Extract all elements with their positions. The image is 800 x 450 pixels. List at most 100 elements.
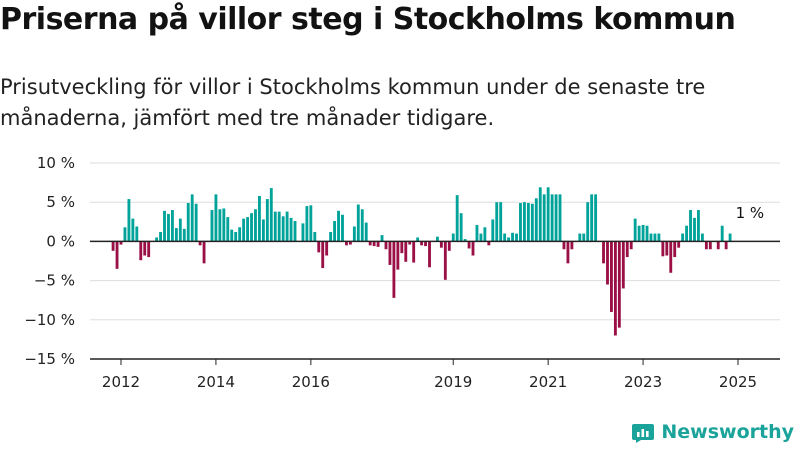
bar bbox=[653, 233, 657, 242]
bar bbox=[135, 226, 139, 242]
bar bbox=[345, 241, 348, 246]
bar bbox=[523, 202, 526, 242]
bar bbox=[637, 225, 641, 242]
bar bbox=[174, 228, 178, 242]
bar bbox=[234, 231, 238, 242]
bar bbox=[475, 224, 479, 242]
chart-subtitle: Prisutveckling för villor i Stockholms k… bbox=[0, 75, 706, 130]
bar bbox=[681, 233, 685, 242]
bar bbox=[511, 232, 514, 242]
bar bbox=[222, 208, 226, 242]
bar bbox=[526, 202, 530, 242]
bar bbox=[602, 241, 605, 264]
bar bbox=[348, 241, 352, 245]
bar bbox=[538, 187, 542, 242]
bar bbox=[123, 227, 127, 242]
bar bbox=[368, 241, 372, 246]
bar bbox=[325, 241, 329, 256]
bar bbox=[420, 241, 424, 246]
bar bbox=[621, 241, 625, 289]
bar bbox=[443, 241, 447, 280]
bar bbox=[661, 241, 665, 257]
bar bbox=[360, 209, 364, 242]
bar bbox=[131, 218, 135, 242]
bar bbox=[265, 199, 269, 242]
bar bbox=[665, 241, 669, 256]
bar bbox=[309, 205, 313, 242]
brand-logo: Newsworthy bbox=[631, 420, 794, 444]
bar bbox=[570, 241, 574, 250]
bar bbox=[708, 241, 712, 250]
bar bbox=[190, 194, 194, 242]
x-tick-label: 2021 bbox=[529, 373, 567, 391]
y-tick-label: −10 % bbox=[24, 311, 75, 329]
bar bbox=[582, 233, 586, 242]
bar bbox=[463, 239, 467, 242]
bar bbox=[617, 241, 621, 328]
bar bbox=[178, 218, 182, 242]
x-tick-label: 2023 bbox=[624, 373, 662, 391]
bar bbox=[704, 241, 708, 250]
bar bbox=[697, 210, 700, 242]
bar bbox=[341, 214, 344, 242]
bar bbox=[724, 241, 728, 250]
bar bbox=[167, 213, 170, 242]
bar bbox=[250, 213, 253, 242]
bar bbox=[412, 241, 416, 263]
bar bbox=[182, 228, 186, 242]
latest-value-label: 1 % bbox=[736, 204, 765, 222]
x-axis-ticks: 2012 2014 2016 2019 2021 2023 2025 bbox=[102, 359, 757, 391]
bar bbox=[356, 204, 360, 242]
bar bbox=[515, 233, 518, 242]
bar bbox=[416, 237, 420, 242]
bar bbox=[364, 222, 368, 242]
bar bbox=[689, 210, 692, 242]
bar bbox=[519, 202, 522, 242]
bar bbox=[428, 241, 431, 268]
bar bbox=[633, 218, 637, 242]
bar bbox=[384, 241, 388, 250]
bar bbox=[214, 194, 218, 242]
bar bbox=[404, 241, 408, 262]
bar bbox=[258, 195, 261, 242]
bar bbox=[447, 241, 451, 251]
bar bbox=[273, 211, 277, 242]
bar bbox=[693, 217, 696, 242]
bar bbox=[139, 241, 143, 261]
x-tick-label: 2016 bbox=[292, 373, 330, 391]
bar bbox=[392, 241, 396, 298]
bar bbox=[380, 235, 384, 242]
bar bbox=[226, 217, 230, 242]
bar bbox=[586, 202, 590, 242]
bar bbox=[558, 194, 562, 242]
bar bbox=[210, 210, 214, 242]
bar bbox=[700, 233, 704, 242]
bar bbox=[281, 216, 285, 242]
bar bbox=[439, 241, 443, 248]
bar bbox=[550, 194, 554, 242]
bar bbox=[218, 209, 222, 242]
bar bbox=[143, 241, 147, 256]
bar bbox=[507, 237, 511, 242]
bar bbox=[301, 223, 305, 242]
bar bbox=[337, 210, 340, 242]
bar bbox=[546, 187, 550, 242]
bar bbox=[238, 227, 242, 242]
bar bbox=[594, 194, 598, 242]
x-tick-label: 2025 bbox=[719, 373, 757, 391]
bar bbox=[562, 241, 566, 250]
bar bbox=[566, 241, 570, 264]
bar bbox=[119, 241, 123, 245]
bar bbox=[424, 241, 427, 247]
bar bbox=[606, 241, 609, 285]
bar bbox=[459, 213, 463, 242]
bar bbox=[186, 202, 190, 242]
bar bbox=[115, 241, 119, 269]
bar bbox=[471, 241, 475, 256]
bar bbox=[261, 219, 265, 242]
bar bbox=[491, 219, 495, 242]
bar bbox=[499, 202, 503, 242]
bar bbox=[289, 217, 293, 242]
bars bbox=[111, 187, 732, 336]
